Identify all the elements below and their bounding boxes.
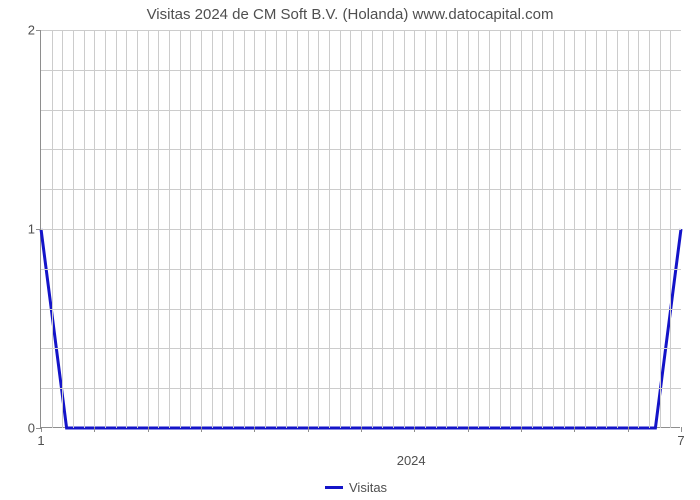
x-tick-mark (308, 427, 309, 432)
gridline-v (254, 30, 255, 428)
gridline-v-minor (137, 30, 138, 428)
gridline-v-minor (436, 30, 437, 428)
gridline-v-minor (649, 30, 650, 428)
gridline-v-minor (222, 30, 223, 428)
gridline-v (414, 30, 415, 428)
chart-legend: Visitas (325, 480, 387, 495)
gridline-v (521, 30, 522, 428)
gridline-v-minor (489, 30, 490, 428)
x-axis-label: 2024 (397, 453, 426, 468)
legend-swatch-icon (325, 486, 343, 489)
gridline-v-minor (638, 30, 639, 428)
gridline-v-minor (318, 30, 319, 428)
gridline-v-minor (425, 30, 426, 428)
gridline-v-minor (116, 30, 117, 428)
gridline-v-minor (126, 30, 127, 428)
gridline-v-minor (393, 30, 394, 428)
gridline-v-minor (564, 30, 565, 428)
gridline-v-minor (617, 30, 618, 428)
gridline-v-minor (84, 30, 85, 428)
x-tick-mark (361, 427, 362, 432)
gridline-v-minor (169, 30, 170, 428)
gridline-v-minor (585, 30, 586, 428)
gridline-v (201, 30, 202, 428)
gridline-v-minor (233, 30, 234, 428)
gridline-v-minor (297, 30, 298, 428)
gridline-v (308, 30, 309, 428)
x-tick-mark (628, 427, 629, 432)
gridline-v-minor (596, 30, 597, 428)
gridline-v-minor (73, 30, 74, 428)
x-tick-mark (254, 427, 255, 432)
gridline-v-minor (158, 30, 159, 428)
gridline-v-minor (457, 30, 458, 428)
chart-title: Visitas 2024 de CM Soft B.V. (Holanda) w… (0, 6, 700, 23)
gridline-v-minor (382, 30, 383, 428)
gridline-v-minor (265, 30, 266, 428)
gridline-v (94, 30, 95, 428)
gridline-v-minor (350, 30, 351, 428)
gridline-v (574, 30, 575, 428)
x-tick-mark (41, 427, 42, 432)
gridline-v-minor (606, 30, 607, 428)
gridline-v-minor (500, 30, 501, 428)
gridline-v-minor (286, 30, 287, 428)
gridline-v-minor (372, 30, 373, 428)
gridline-v-minor (329, 30, 330, 428)
gridline-v-minor (212, 30, 213, 428)
gridline-v-minor (180, 30, 181, 428)
gridline-v-minor (446, 30, 447, 428)
x-tick-mark (94, 427, 95, 432)
x-tick-mark (468, 427, 469, 432)
gridline-v (148, 30, 149, 428)
gridline-v-minor (510, 30, 511, 428)
gridline-v-minor (478, 30, 479, 428)
gridline-v-minor (52, 30, 53, 428)
gridline-v (468, 30, 469, 428)
chart-plot-area: 01217 (40, 30, 680, 428)
legend-label: Visitas (349, 480, 387, 495)
gridline-v (361, 30, 362, 428)
x-tick-mark (201, 427, 202, 432)
gridline-v-minor (553, 30, 554, 428)
gridline-v-minor (276, 30, 277, 428)
gridline-v-minor (670, 30, 671, 428)
gridline-v (628, 30, 629, 428)
gridline-v-minor (105, 30, 106, 428)
gridline-v-minor (190, 30, 191, 428)
y-tick-label: 1 (28, 222, 41, 237)
gridline-v-minor (542, 30, 543, 428)
gridline-v-minor (62, 30, 63, 428)
x-tick-mark (414, 427, 415, 432)
gridline-v-minor (244, 30, 245, 428)
x-tick-mark (681, 427, 682, 432)
gridline-v-minor (532, 30, 533, 428)
gridline-v-minor (340, 30, 341, 428)
y-tick-label: 2 (28, 23, 41, 38)
x-tick-mark (574, 427, 575, 432)
gridline-v-minor (660, 30, 661, 428)
x-tick-mark (148, 427, 149, 432)
x-tick-mark (521, 427, 522, 432)
gridline-v-minor (404, 30, 405, 428)
